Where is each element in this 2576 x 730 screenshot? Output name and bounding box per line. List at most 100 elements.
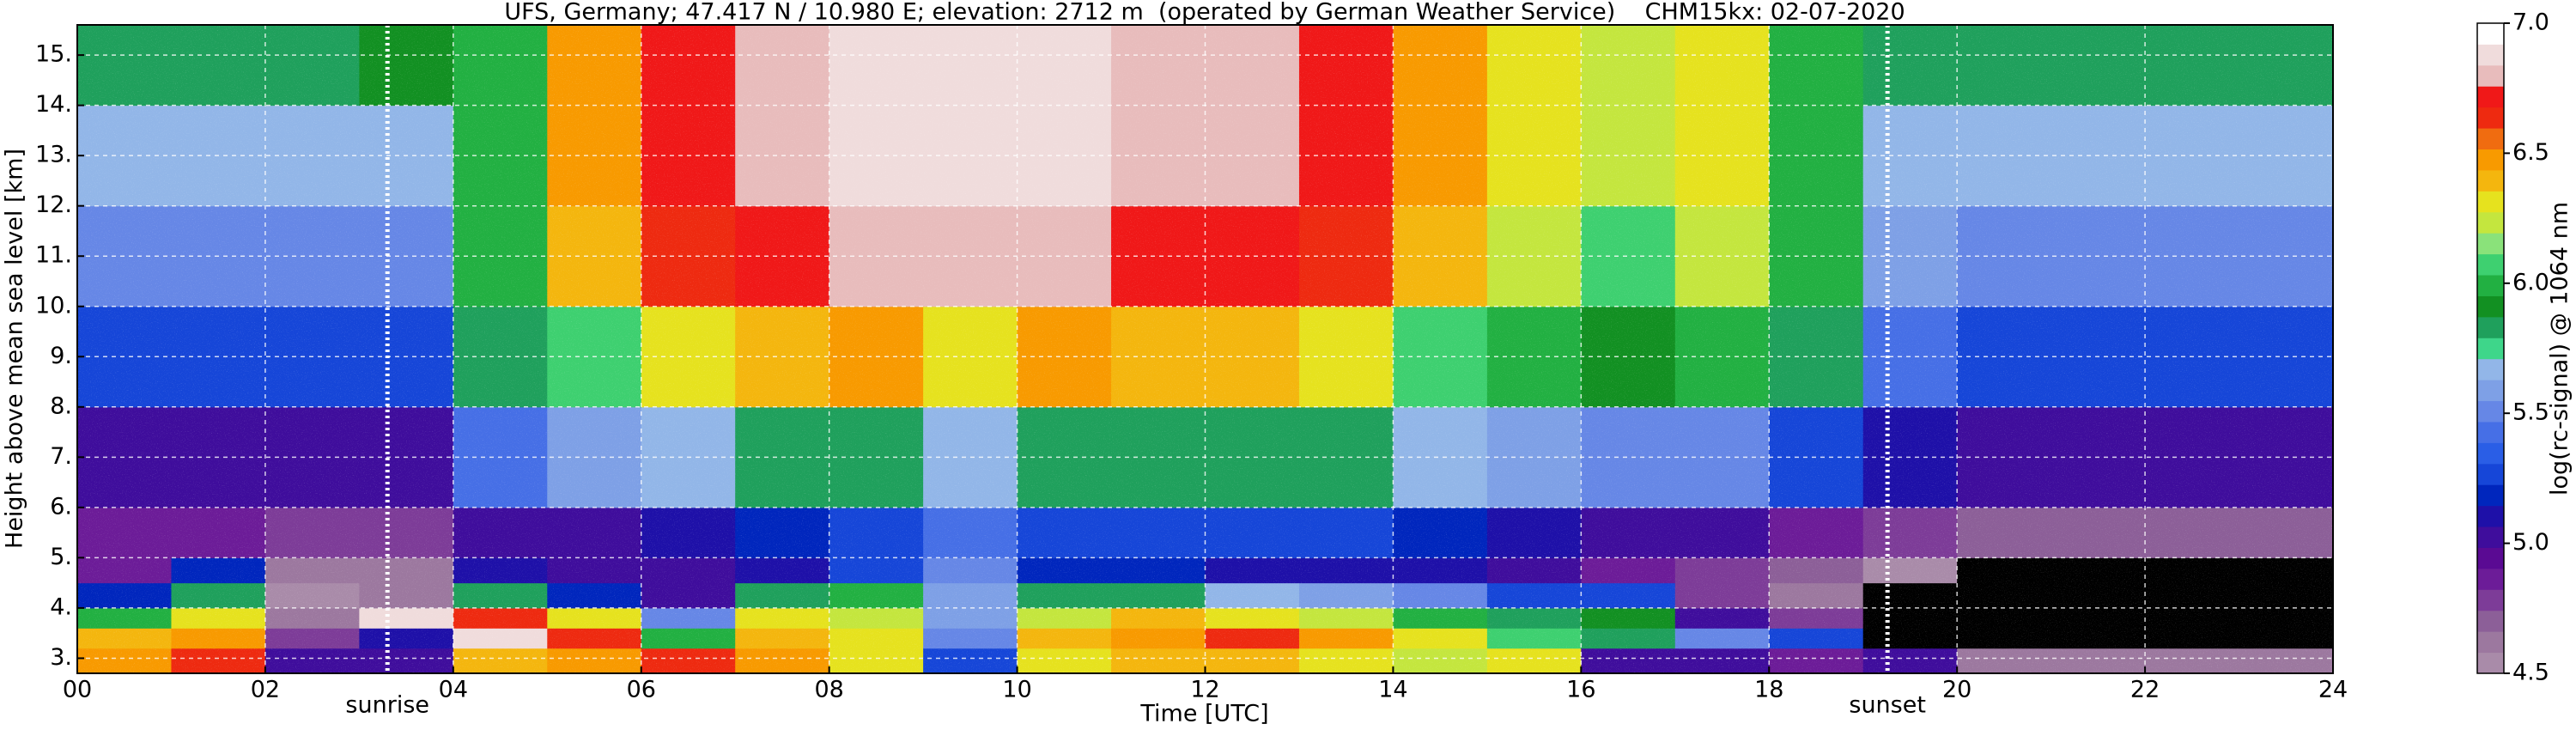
heatmap-cell — [264, 582, 360, 609]
heatmap-cell — [1017, 557, 1112, 584]
heatmap-cell — [829, 648, 924, 673]
colorbar-swatch — [2477, 463, 2504, 485]
colorbar: 4.5 5.0 5.5 6.0 6.5 7.0 — [2476, 9, 2549, 686]
heatmap-cell — [1769, 628, 1864, 649]
overlay — [76, 25, 2334, 673]
heatmap-cell — [923, 507, 1018, 558]
heatmap-cell — [77, 557, 172, 584]
colorbar-swatch — [2477, 316, 2504, 338]
heatmap-cell — [735, 628, 830, 649]
colorbar-swatch — [2477, 442, 2504, 465]
chart-title: UFS, Germany; 47.417 N / 10.980 E; eleva… — [504, 0, 1905, 26]
colorbar-swatch — [2477, 253, 2504, 276]
heatmap-cell — [1393, 507, 1488, 558]
heatmap-cell — [1017, 628, 1112, 649]
heatmap-cell — [77, 607, 172, 629]
heatmap-cell — [264, 25, 360, 106]
heatmap-cell — [1862, 648, 1958, 673]
heatmap-cell — [2050, 557, 2146, 584]
heatmap-cell — [1862, 25, 1958, 106]
colorbar-swatch — [2477, 233, 2504, 255]
heatmap-cell — [547, 628, 642, 649]
heatmap-cell — [359, 628, 454, 649]
heatmap-cell — [2145, 25, 2240, 106]
colorbar-swatch — [2477, 23, 2504, 45]
heatmap-cell — [2239, 628, 2333, 649]
heatmap-cell — [171, 648, 266, 673]
heatmap-cell — [641, 557, 736, 584]
x-tick-label: 24 — [2318, 677, 2348, 703]
heatmap-cell — [1298, 557, 1394, 584]
colorbar-swatch — [2477, 652, 2504, 674]
heatmap-cell — [264, 507, 360, 558]
heatmap-cell — [1674, 628, 1770, 649]
y-tick-label: 11. — [35, 242, 72, 269]
heatmap-cell — [77, 25, 172, 106]
y-tick-label: 8. — [50, 392, 72, 419]
y-axis-label: Height above mean sea level [km] — [2, 149, 28, 549]
heatmap-cell — [359, 25, 454, 106]
heatmap-cell — [829, 607, 924, 629]
x-tick-label: 08 — [814, 677, 843, 703]
heatmap-cell — [1017, 25, 1112, 106]
heatmap-cell — [1205, 648, 1300, 673]
plot-frame — [76, 24, 2334, 674]
heatmap-cell — [2050, 582, 2146, 609]
heatmap-cell — [1862, 557, 1958, 584]
heatmap-cell — [1205, 607, 1300, 629]
heatmap-cell — [453, 25, 548, 106]
heatmap-cell — [1769, 582, 1864, 609]
heatmap-cell — [2050, 628, 2146, 649]
heatmap-cell — [1486, 557, 1582, 584]
heatmap-cell — [547, 582, 642, 609]
heatmap-cell — [453, 607, 548, 629]
colorbar-swatch — [2477, 526, 2504, 548]
x-tick-label: 02 — [251, 677, 280, 703]
colorbar-swatch — [2477, 421, 2504, 443]
colorbar-frame — [2476, 22, 2505, 674]
heatmap-cell — [1393, 25, 1488, 106]
heatmap-cell — [359, 557, 454, 584]
heatmap-cell — [1486, 628, 1582, 649]
heatmap-cell — [2239, 607, 2333, 629]
colorbar-swatch — [2477, 64, 2504, 87]
y-tick-label: 10. — [35, 292, 72, 319]
heatmap-cell — [547, 557, 642, 584]
heatmap-cell — [1486, 25, 1582, 106]
heatmap-cell — [2050, 507, 2146, 558]
heatmap-cell — [77, 582, 172, 609]
heatmap-cell — [2239, 25, 2333, 106]
heatmap-cell — [829, 25, 924, 106]
y-tick-label: 15. — [35, 41, 72, 68]
heatmap-cell — [1862, 582, 1958, 609]
heatmap-cell — [1581, 607, 1676, 629]
heatmap-cell — [171, 582, 266, 609]
heatmap-cell — [1581, 507, 1676, 558]
heatmap-cell — [171, 25, 266, 106]
heatmap-cell — [1486, 507, 1582, 558]
colorbar-swatch — [2477, 295, 2504, 318]
heatmap-cell — [2145, 607, 2240, 629]
heatmap-cell — [1393, 205, 1488, 307]
heatmap-cell — [1957, 628, 2052, 649]
heatmap-cell — [1298, 582, 1394, 609]
heatmap-cell — [1298, 25, 1394, 106]
heatmap-cell — [1393, 406, 1488, 508]
heatmap-cell — [829, 628, 924, 649]
heatmap-cell — [641, 628, 736, 649]
heatmap-cell — [1017, 648, 1112, 673]
heatmap-cell — [641, 582, 736, 609]
heatmap-cell — [453, 507, 548, 558]
heatmap-cell — [735, 648, 830, 673]
x-tick-label: 12 — [1190, 677, 1219, 703]
heatmap-cell — [1017, 582, 1112, 609]
heatmap-cell — [1674, 25, 1770, 106]
heatmap-cell — [2239, 557, 2333, 584]
heatmap-cell — [359, 507, 454, 558]
x-tick-label: 18 — [1754, 677, 1783, 703]
heatmap-cell — [1957, 582, 2052, 609]
colorbar-swatch — [2477, 400, 2504, 423]
heatmap-cell — [264, 628, 360, 649]
colorbar-label: log(rc-signal) @ 1064 nm — [2547, 202, 2573, 496]
heatmap-cell — [1205, 306, 1300, 408]
